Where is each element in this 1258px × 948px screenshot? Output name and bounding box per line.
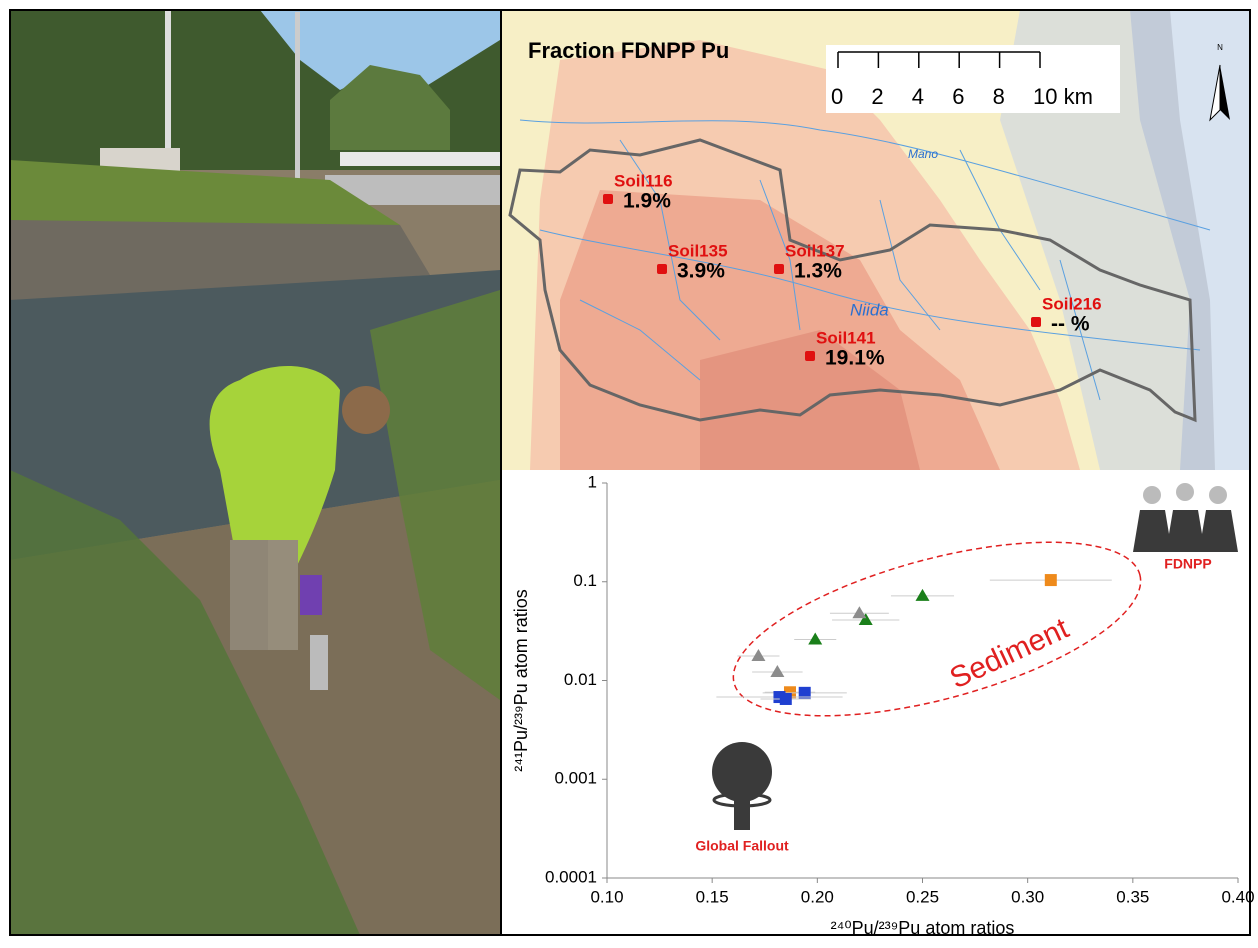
map: [502, 10, 1250, 470]
scale-label: 6: [952, 84, 964, 109]
site-marker: [774, 264, 784, 274]
site-fraction: 1.9%: [623, 190, 671, 213]
site-name: Soil135: [668, 241, 728, 260]
x-tick-label: 0.30: [1011, 887, 1044, 906]
site-marker: [1031, 317, 1041, 327]
fdnpp-icon: [1133, 483, 1238, 552]
x-tick-label: 0.35: [1116, 887, 1149, 906]
site-marker: [603, 194, 613, 204]
x-axis-title: ²⁴⁰Pu/²³⁹Pu atom ratios: [831, 918, 1015, 938]
x-tick-label: 0.25: [906, 887, 939, 906]
y-tick-label: 1: [588, 472, 597, 491]
site-fraction: 1.3%: [794, 260, 842, 283]
point: [1045, 574, 1057, 586]
annotation: FDNPP: [1164, 556, 1211, 572]
x-tick-label: 0.15: [696, 887, 729, 906]
y-tick-label: 0.01: [564, 670, 597, 689]
x-tick-label: 0.40: [1221, 887, 1254, 906]
scale-label: 10 km: [1033, 84, 1093, 109]
site-name: Soil137: [785, 241, 845, 260]
photo: [10, 10, 500, 935]
site-fraction: 19.1%: [825, 347, 885, 370]
x-tick-label: 0.20: [801, 887, 834, 906]
site-marker: [805, 351, 815, 361]
site-name: Soil216: [1042, 294, 1102, 313]
y-tick-label: 0.0001: [545, 867, 597, 886]
site-fraction: -- %: [1051, 313, 1090, 336]
north-label: N: [1217, 43, 1223, 52]
river-label: Niida: [850, 300, 889, 319]
site-fraction: 3.9%: [677, 260, 725, 283]
site-name: Soil141: [816, 328, 876, 347]
point: [780, 693, 792, 705]
scale-label: 2: [871, 84, 883, 109]
site-name: Soil116: [614, 171, 673, 190]
y-tick-label: 0.001: [554, 769, 597, 788]
map-title: Fraction FDNPP Pu: [528, 38, 729, 63]
y-tick-label: 0.1: [573, 571, 597, 590]
scale-label: 8: [993, 84, 1005, 109]
river-label: Mano: [908, 147, 938, 161]
annotation: Global Fallout: [695, 838, 789, 854]
x-tick-label: 0.10: [590, 887, 623, 906]
y-axis-title: ²⁴¹Pu/²³⁹Pu atom ratios: [511, 589, 531, 772]
scale-label: 4: [912, 84, 924, 109]
figure: Fraction FDNPP Pu 0 2 4 6 8 10 km N Mano Niida Soi…: [0, 0, 1258, 943]
scale-label: 0: [831, 84, 843, 109]
site-marker: [657, 264, 667, 274]
